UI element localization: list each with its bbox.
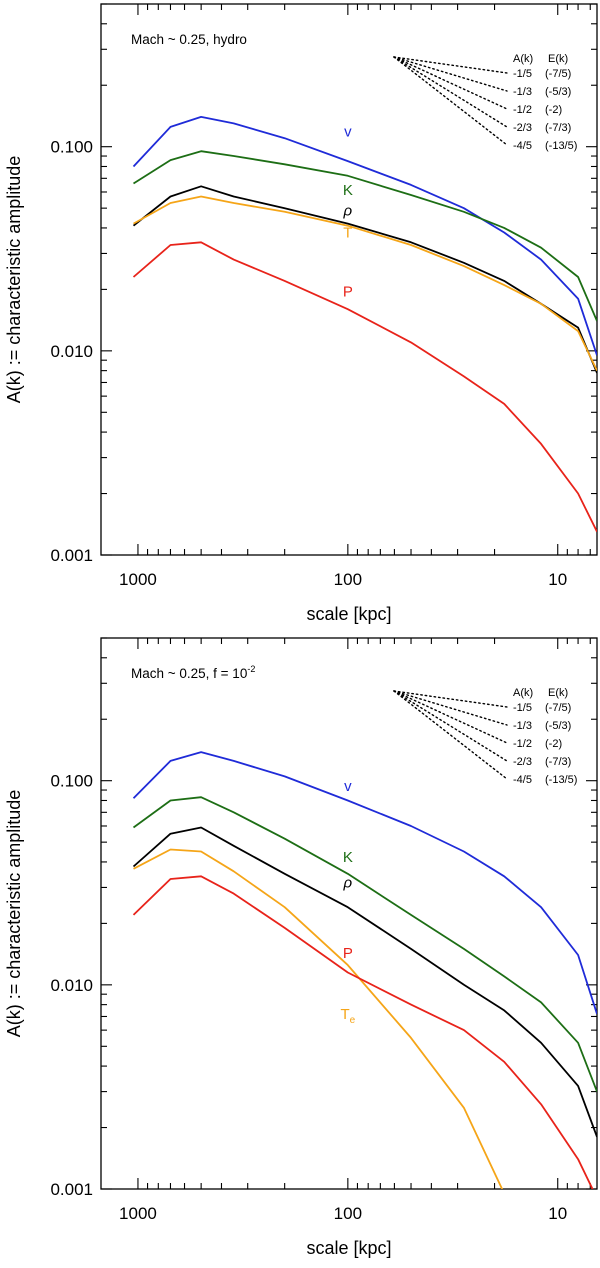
series-line-K: [133, 150, 597, 322]
y-tick-label: 0.010: [50, 342, 93, 361]
series-label-T: Te: [340, 1006, 355, 1026]
slope-ek-value: (-2): [545, 738, 562, 750]
series-line-P: [132, 241, 597, 533]
series-label-v: v: [344, 778, 352, 795]
panel-annotation: Mach ~ 0.25, hydro: [131, 32, 247, 47]
x-tick-label: 100: [334, 1204, 362, 1223]
y-axis-title: A(k) := characteristic amplitude: [4, 156, 24, 404]
slope-guide-line: [393, 56, 508, 74]
slope-guide-line: [393, 690, 508, 744]
slope-ak-value: -1/5: [513, 702, 532, 714]
slope-ek-value: (-7/5): [545, 702, 571, 714]
slope-guide-line: [393, 690, 508, 762]
series-line-rho: [132, 826, 597, 1138]
y-tick-label: 0.001: [50, 546, 93, 565]
x-tick-label: 1000: [119, 570, 157, 589]
series-label-rho: ρ: [343, 874, 353, 891]
series-line-v: [132, 751, 597, 1015]
series-label-P: P: [343, 945, 353, 962]
panel-annotation: Mach ~ 0.25, f = 10-2: [131, 664, 255, 681]
slope-guide-line: [393, 56, 508, 110]
slope-ak-value: -1/2: [513, 738, 532, 750]
series-label-T: T: [343, 224, 352, 241]
y-tick-label: 0.010: [50, 976, 93, 995]
slope-guide-line: [393, 690, 508, 780]
series-label-K: K: [343, 182, 353, 199]
series-line-T: [133, 848, 504, 1189]
chart-panel-hydro: 1000 100 10 0.001 0.010 0.100 scale [kpc] A(k) …: [4, 3, 598, 624]
slope-ek-value: (-2): [545, 104, 562, 116]
series-line-rho: [132, 185, 597, 374]
slope-ak-value: -1/5: [513, 68, 532, 80]
slope-ek-value: (-5/3): [545, 720, 571, 732]
slope-header-ek: E(k): [548, 687, 568, 699]
series-label-P: P: [343, 283, 353, 300]
slope-ak-value: -1/3: [513, 720, 532, 732]
x-axis-title: scale [kpc]: [306, 604, 391, 624]
slope-ek-value: (-5/3): [545, 86, 571, 98]
series-label-K: K: [343, 849, 353, 866]
series-line-P: [132, 875, 594, 1189]
x-tick-label: 10: [548, 1204, 567, 1223]
slope-ek-value: (-7/3): [545, 122, 571, 134]
slope-ak-value: -4/5: [513, 140, 532, 152]
slope-guide-line: [393, 56, 508, 92]
plot-frame: [100, 637, 598, 1190]
slope-guide-line: [393, 690, 508, 726]
slope-ek-value: (-7/5): [545, 68, 571, 80]
slope-guide-line: [393, 690, 508, 708]
series-label-v: v: [344, 124, 352, 141]
slope-ak-value: -4/5: [513, 774, 532, 786]
y-tick-label: 0.100: [50, 772, 93, 791]
y-tick-label: 0.001: [50, 1180, 93, 1199]
slope-ak-value: -2/3: [513, 756, 532, 768]
slope-guide-line: [393, 56, 508, 146]
series-line-v: [132, 116, 597, 356]
slope-ak-value: -1/3: [513, 86, 532, 98]
slope-header-ak: A(k): [513, 687, 533, 699]
slope-ek-value: (-13/5): [545, 140, 577, 152]
slope-ak-value: -1/2: [513, 104, 532, 116]
slope-ak-value: -2/3: [513, 122, 532, 134]
slope-ek-value: (-7/3): [545, 756, 571, 768]
slope-guide-line: [393, 56, 508, 128]
y-tick-label: 0.100: [50, 138, 93, 157]
series-line-T: [133, 195, 597, 371]
y-axis-title: A(k) := characteristic amplitude: [4, 790, 24, 1038]
chart-panel-conduction: 1000 100 10 0.001 0.010 0.100 scale [kpc] A(k) …: [4, 637, 598, 1258]
series-line-K: [132, 796, 597, 1092]
slope-header-ek: E(k): [548, 53, 568, 65]
plot-frame: [100, 3, 598, 556]
series-label-rho: ρ: [343, 203, 353, 220]
slope-ek-value: (-13/5): [545, 774, 577, 786]
x-axis-title: scale [kpc]: [306, 1238, 391, 1258]
x-tick-label: 100: [334, 570, 362, 589]
x-tick-label: 1000: [119, 1204, 157, 1223]
x-tick-label: 10: [548, 570, 567, 589]
slope-header-ak: A(k): [513, 53, 533, 65]
